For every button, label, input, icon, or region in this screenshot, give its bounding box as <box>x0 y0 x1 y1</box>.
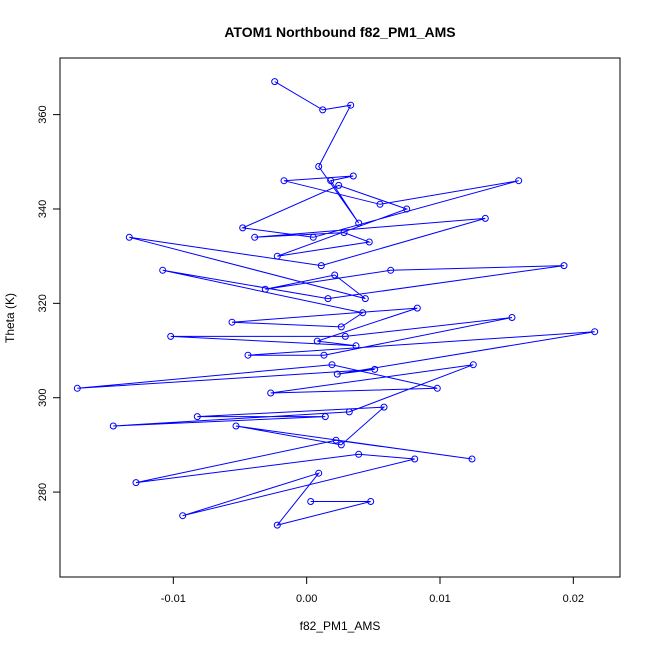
data-point <box>349 172 357 180</box>
data-point <box>324 295 332 303</box>
y-axis-label: Theta (K) <box>3 293 17 343</box>
y-tick-label: 320 <box>37 294 49 312</box>
x-tick-label: 0.00 <box>296 593 317 605</box>
data-point <box>193 413 201 421</box>
data-point <box>333 370 341 378</box>
plot-layer <box>73 78 599 529</box>
data-point <box>273 521 281 529</box>
data-point <box>508 314 516 321</box>
x-axis-label: f82_PM1_AMS <box>300 619 381 633</box>
data-point <box>332 436 340 444</box>
data-point <box>228 318 236 326</box>
data-point <box>271 78 279 86</box>
data-point <box>251 233 259 241</box>
data-point <box>327 177 335 185</box>
series-line <box>77 81 595 526</box>
data-point <box>267 389 275 397</box>
data-point <box>337 441 345 449</box>
x-axis: -0.01 0.00 0.01 0.02 <box>161 576 584 605</box>
data-point <box>320 351 328 359</box>
chart-title: ATOM1 Northbound f82_PM1_AMS <box>224 24 455 40</box>
data-point <box>371 365 379 373</box>
data-point <box>309 233 317 241</box>
data-point <box>280 177 288 185</box>
data-point <box>244 351 252 359</box>
data-point <box>560 262 568 270</box>
data-point <box>352 342 360 350</box>
data-point <box>380 403 388 411</box>
data-point <box>179 512 187 520</box>
data-point <box>347 101 355 109</box>
data-point <box>403 205 411 213</box>
data-point <box>340 229 348 237</box>
data-point <box>321 413 329 421</box>
data-point <box>73 384 81 392</box>
data-point <box>232 422 240 430</box>
data-point <box>317 262 325 270</box>
data-point <box>307 498 315 505</box>
x-tick-label: -0.01 <box>161 593 186 605</box>
data-point <box>355 450 363 458</box>
data-point <box>315 469 323 477</box>
data-point <box>361 295 369 303</box>
data-point <box>335 181 343 189</box>
y-axis: 280 300 320 340 360 <box>37 105 61 501</box>
data-point <box>341 332 349 340</box>
data-point <box>469 361 477 369</box>
data-point <box>261 285 269 293</box>
data-point <box>376 200 384 208</box>
data-point <box>387 266 395 274</box>
data-point <box>319 106 327 114</box>
data-point <box>337 323 345 331</box>
data-point <box>125 233 133 241</box>
data-point <box>159 266 167 274</box>
data-point <box>273 252 281 260</box>
data-point <box>345 408 353 416</box>
data-point <box>315 163 323 170</box>
data-point <box>365 238 373 246</box>
x-tick-label: 0.02 <box>563 593 584 605</box>
data-point <box>433 384 441 392</box>
data-point <box>359 309 367 317</box>
data-point <box>239 224 247 232</box>
data-point <box>328 361 336 369</box>
data-point <box>481 214 489 222</box>
data-point <box>331 271 339 279</box>
data-point <box>367 498 375 505</box>
data-point <box>132 479 140 487</box>
y-tick-label: 360 <box>37 105 49 123</box>
x-tick-label: 0.01 <box>429 593 450 605</box>
data-point <box>167 332 175 340</box>
data-point <box>355 219 363 227</box>
data-point <box>413 304 421 312</box>
data-point <box>515 177 523 185</box>
y-tick-label: 300 <box>37 389 49 407</box>
y-tick-label: 280 <box>37 483 49 501</box>
data-point <box>411 455 419 463</box>
data-point <box>313 337 321 345</box>
data-point <box>591 328 599 336</box>
data-point <box>468 455 476 463</box>
data-point <box>109 422 117 430</box>
y-tick-label: 340 <box>37 200 49 218</box>
